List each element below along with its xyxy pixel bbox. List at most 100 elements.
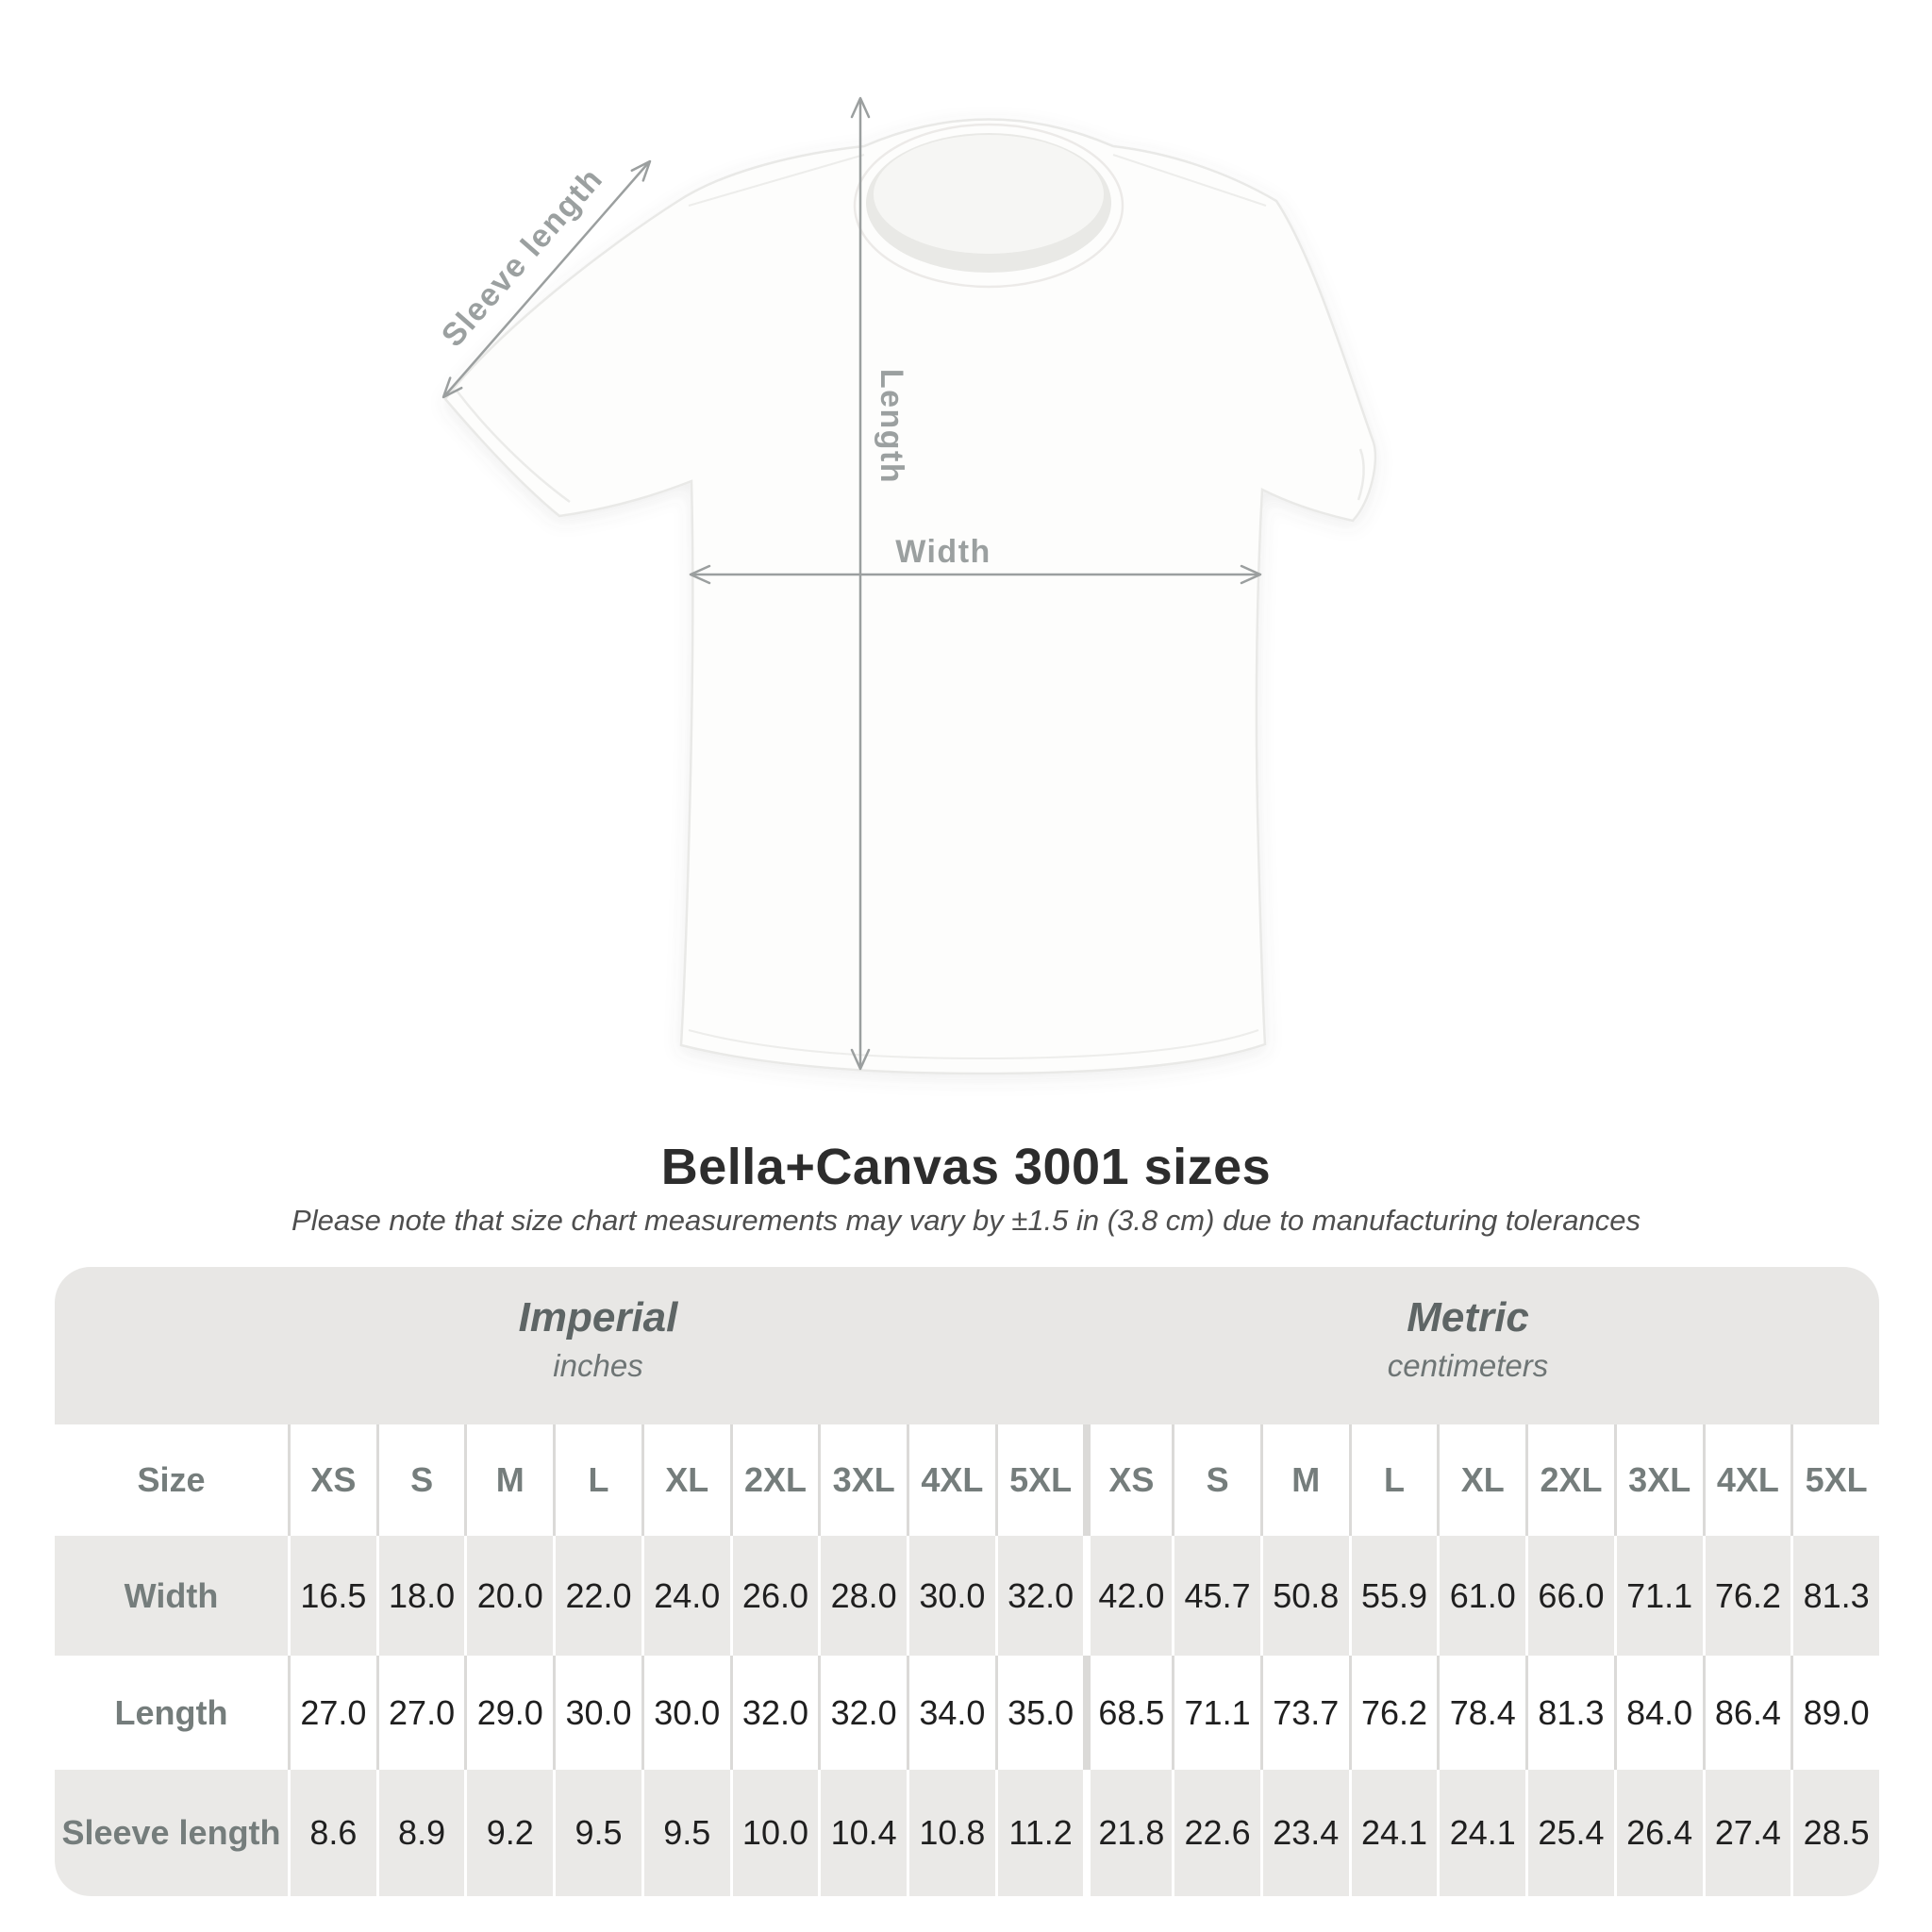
measurement-value: 68.5 [1083,1656,1172,1770]
page-title: Bella+Canvas 3001 sizes [660,1139,1272,1195]
page-subtitle: Please note that size chart measurements… [291,1204,1641,1237]
collar-band [853,123,1124,289]
size-column-header: 3XL [1613,1424,1703,1536]
measurement-value: 9.5 [553,1770,641,1896]
measurement-value: 22.0 [553,1536,641,1656]
measurement-value: 66.0 [1525,1536,1614,1656]
measurement-value: 30.0 [641,1656,730,1770]
imperial-sublabel: inches [553,1347,643,1383]
metric-group-header: Metric centimeters [1388,1293,1549,1384]
length-arrowhead-bottom [850,1048,871,1071]
measurement-value: 29.0 [464,1656,553,1770]
size-column-header: XL [641,1424,730,1536]
tshirt-image [443,118,1377,1075]
size-column-header: L [553,1424,641,1536]
size-column-header: 2XL [1525,1424,1614,1536]
size-column-header: XS [288,1424,376,1536]
size-chart-card: Imperial inches Metric centimeters Size X… [55,1267,1879,1896]
measurement-value: 71.1 [1613,1536,1703,1656]
measurement-value: 9.2 [464,1770,553,1896]
imperial-group-header: Imperial inches [519,1293,678,1384]
imperial-label: Imperial [518,1294,678,1341]
measurement-value: 27.0 [375,1656,465,1770]
measurement-value: 28.0 [818,1536,907,1656]
width-label: Width [895,534,991,570]
measurement-value: 24.0 [641,1536,730,1656]
measurement-value: 89.0 [1790,1656,1879,1770]
measurement-value: 35.0 [994,1656,1084,1770]
table-row: Width 16.5 18.0 20.0 22.0 24.0 26.0 28.0 30.0 32.… [55,1536,1879,1656]
size-header-row: Size XS S M L XL 2XL 3XL 4XL 5XL XS S M L XL 2XL 3XL 4XL 5… [55,1424,1879,1536]
measurement-value: 9.5 [641,1770,730,1896]
measurement-value: 78.4 [1437,1656,1525,1770]
measurement-value: 32.0 [729,1656,819,1770]
row-label: Width [124,1575,219,1615]
size-column-header: 5XL [994,1424,1084,1536]
measurement-value: 23.4 [1259,1770,1349,1896]
size-column-header: L [1348,1424,1438,1536]
measurement-value: 10.4 [818,1770,907,1896]
size-column-header: 3XL [818,1424,907,1536]
size-column-header: 5XL [1790,1424,1879,1536]
sleeve-length-arrow-line [443,161,650,397]
measurement-value: 11.2 [994,1770,1084,1896]
shirt-diagram-svg: Length Width Sleeve length [435,96,1377,1075]
measurement-value: 18.0 [375,1536,465,1656]
measurement-value: 81.3 [1525,1656,1614,1770]
collar-inside [874,135,1104,254]
measurement-value: 86.4 [1702,1656,1791,1770]
size-column-header: XS [1083,1424,1172,1536]
measurement-value: 8.9 [375,1770,465,1896]
measurement-value: 45.7 [1172,1536,1260,1656]
measurement-value: 24.1 [1348,1770,1438,1896]
left-shoulder-seam [688,154,865,207]
measurement-value: 81.3 [1790,1536,1879,1656]
measurement-value: 27.4 [1702,1770,1791,1896]
measurement-value: 76.2 [1702,1536,1791,1656]
right-cuff-seam [1357,448,1365,501]
shirt-measurement-diagram: Length Width Sleeve length [330,57,1415,1113]
measurement-value: 55.9 [1348,1536,1438,1656]
size-column-header: M [464,1424,553,1536]
measurement-value: 8.6 [288,1770,376,1896]
table-row: Sleeve length 8.6 8.9 9.2 9.5 9.5 10.0 10.4 10.8… [55,1770,1879,1896]
width-arrowhead-right [1240,564,1262,585]
measurement-value: 30.0 [907,1536,995,1656]
measurement-value: 32.0 [818,1656,907,1770]
measurement-value: 26.0 [729,1536,819,1656]
size-column-header: XL [1437,1424,1525,1536]
size-column-header: 4XL [907,1424,995,1536]
measurement-value: 71.1 [1172,1656,1260,1770]
measurement-value: 50.8 [1259,1536,1349,1656]
hem-seam [688,1029,1259,1060]
left-cuff-seam [456,390,571,504]
right-shoulder-seam [1112,154,1267,207]
length-label: Length [874,369,909,484]
measurement-value: 61.0 [1437,1536,1525,1656]
measurement-value: 10.8 [907,1770,995,1896]
measurement-value: 32.0 [994,1536,1084,1656]
measurement-value: 26.4 [1613,1770,1703,1896]
measurement-value: 21.8 [1083,1770,1172,1896]
size-column-header: S [375,1424,465,1536]
row-label: Sleeve length [61,1813,281,1852]
measurement-value: 24.1 [1437,1770,1525,1896]
size-column-header: M [1259,1424,1349,1536]
size-column-header: 2XL [729,1424,819,1536]
measurement-value: 73.7 [1259,1656,1349,1770]
metric-sublabel: centimeters [1387,1347,1549,1383]
measurement-value: 16.5 [288,1536,376,1656]
measurement-value: 27.0 [288,1656,376,1770]
row-label: Length [114,1692,228,1732]
measurement-value: 76.2 [1348,1656,1438,1770]
sleeve-arrowhead-bottom [441,376,463,399]
sleeve-arrowhead-top [630,159,652,182]
measurement-value: 28.5 [1790,1770,1879,1896]
measurement-value: 30.0 [553,1656,641,1770]
measurement-value: 10.0 [729,1770,819,1896]
tshirt-body [443,118,1377,1075]
size-column-header: S [1172,1424,1260,1536]
metric-label: Metric [1407,1294,1529,1341]
measurement-value: 25.4 [1525,1770,1614,1896]
size-column-header: 4XL [1702,1424,1791,1536]
